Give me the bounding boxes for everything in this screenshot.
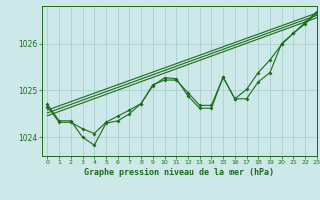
X-axis label: Graphe pression niveau de la mer (hPa): Graphe pression niveau de la mer (hPa) [84,168,274,177]
